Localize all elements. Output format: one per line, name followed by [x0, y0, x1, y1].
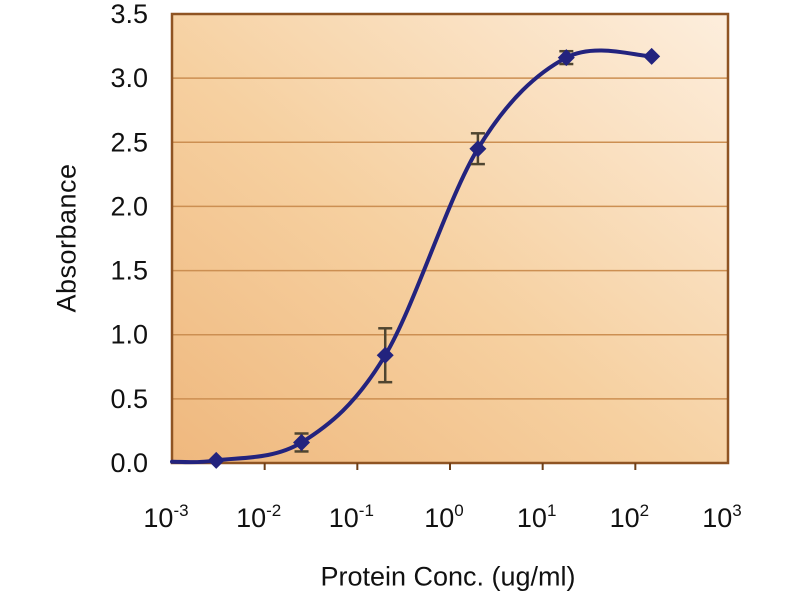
y-tick-label: 1.0 [110, 320, 148, 350]
x-tick-label: 100 [424, 501, 464, 533]
y-tick-label: 0.0 [110, 448, 148, 478]
x-tick-label: 102 [610, 501, 650, 533]
y-tick-label: 2.5 [110, 127, 148, 157]
x-tick-label: 101 [517, 501, 557, 533]
x-tick-label: 10-3 [143, 501, 188, 533]
data-point-marker [643, 47, 661, 65]
y-tick-label: 2.0 [110, 191, 148, 221]
data-point-marker [207, 451, 225, 469]
data-point-marker [293, 433, 311, 451]
y-tick-label: 0.5 [110, 384, 148, 414]
data-point-marker [469, 140, 487, 158]
y-tick-label: 3.5 [110, 0, 148, 29]
plot-area-background [172, 14, 728, 463]
data-point-marker [376, 346, 394, 364]
x-axis-title: Protein Conc. (ug/ml) [320, 561, 576, 592]
x-tick-label: 103 [702, 501, 742, 533]
y-tick-label: 3.0 [110, 63, 148, 93]
x-tick-label: 10-1 [329, 501, 374, 533]
data-point-marker [557, 49, 575, 67]
y-tick-label: 1.5 [110, 256, 148, 286]
x-tick-label: 10-2 [236, 501, 281, 533]
y-axis-title: Absorbance [51, 163, 82, 313]
